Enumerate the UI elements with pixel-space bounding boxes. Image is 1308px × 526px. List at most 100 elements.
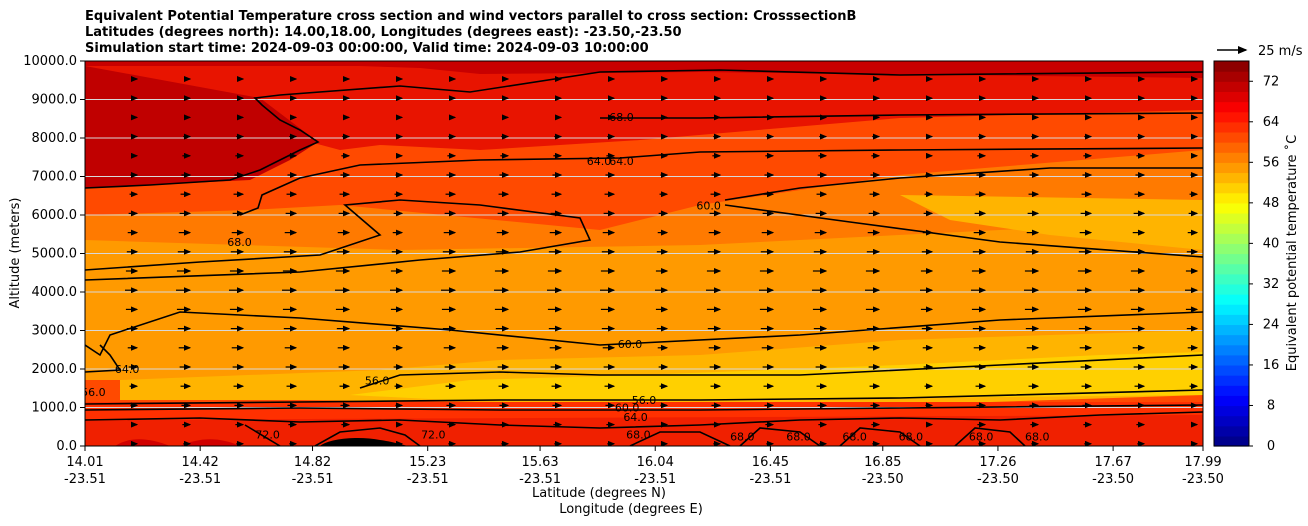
chart-title: Equivalent Potential Temperature cross s… [85,9,857,24]
x-tick-label-lon: -23.51 [64,472,106,487]
colorbar-tick-label: 64 [1263,115,1280,130]
x-tick-label-lon: -23.51 [749,472,791,487]
plot-area: 56.056.060.060.064.068.064.064.068.060.0… [85,61,1203,446]
colorbar-tick-label: 40 [1263,236,1280,251]
contour-label: 64.0 [115,363,140,376]
contour-line [85,404,1203,411]
colorbar-label: Equivalent potential temperature ˚C [1284,135,1300,371]
contour-line [85,69,1203,189]
colorbar-swatch [1214,243,1249,255]
contour-label: 68.0 [969,430,994,443]
contour-label: 56.0 [365,375,390,388]
colorbar-swatch [1214,61,1249,72]
x-tick-label-lon: -23.51 [292,472,334,487]
contour-labels: 56.056.060.060.064.068.064.064.068.060.0… [85,111,1050,444]
contour-line [85,199,592,281]
colorbar-ticks: 0 8 16 24 32 40 48 56 64 72 [1249,74,1279,454]
colorbar-swatch [1214,294,1249,305]
contour-label: 64.0 [623,411,648,424]
field-patch-left [115,439,170,446]
x-tick-label-lat: 15.63 [521,455,558,470]
x-tick-label-lat: 17.26 [979,455,1016,470]
colorbar-swatch [1214,385,1249,396]
x-tick-label-lat: 17.67 [1095,455,1132,470]
x-axis: 14.01 -23.51 14.42 -23.51 14.82 -23.51 15.23 -2… [64,446,1224,487]
colorbar-swatch [1214,182,1249,194]
x-tick-label-lon: -23.51 [519,472,561,487]
y-tick-label: 3000.0 [32,324,78,339]
colorbar-swatch [1214,131,1249,143]
colorbar-swatch [1214,212,1249,224]
colorbar-swatch [1214,101,1249,113]
colorbar-swatch [1214,142,1249,153]
colorbar-tick-label: 32 [1263,277,1280,292]
colorbar-swatch [1214,395,1249,407]
contour-label: 68.0 [227,236,252,249]
quiver-key-label: 25 m/s [1258,44,1303,59]
y-tick-label: 5000.0 [32,247,78,262]
x-tick-label-lat: 15.23 [409,455,446,470]
colorbar-swatch [1214,354,1249,366]
colorbar-swatch [1214,304,1249,315]
contour-line [359,354,1203,389]
colorbar-tick-label: 24 [1263,317,1280,332]
contour-label: 68.0 [730,430,755,443]
contour-line [600,112,1203,119]
x-tick-label-lat: 14.42 [182,455,219,470]
contour-line [85,344,122,373]
contour-label: 68.0 [626,428,651,441]
y-axis-label: Altitude (meters) [8,198,23,309]
contour-label: 56.0 [632,394,657,407]
colorbar-tick-label: 56 [1263,155,1280,170]
x-tick-label-lat: 16.85 [864,455,901,470]
colorbar-swatch [1214,71,1249,82]
x-tick-label-lon: -23.50 [1092,472,1134,487]
contour-line [85,411,1203,429]
contour-label: 68.0 [786,430,811,443]
x-tick-label-lon: -23.51 [634,472,676,487]
colorbar-swatch [1214,263,1249,275]
field-band-upper [85,61,1203,150]
colorbar-swatch [1214,162,1249,174]
contour-line [239,147,1203,216]
colorbar-swatch [1214,192,1249,204]
x-axis-label-lon: Longitude (degrees E) [559,502,703,517]
field-patch-left-2 [180,439,240,446]
x-tick-label-lon: -23.50 [862,472,904,487]
y-tick-label: 7000.0 [32,170,78,185]
colorbar-frame [1213,60,1250,447]
colorbar-swatch [1214,314,1249,326]
colorbar-swatch [1214,283,1249,295]
x-tick-label-lon: -23.51 [179,472,221,487]
x-tick-label-lat: 14.01 [66,455,103,470]
colorbar-swatch [1214,91,1249,103]
contour-line [244,424,1026,446]
field-band-upper-left [85,66,318,188]
colorbar-swatch [1214,375,1249,386]
chart-subtitle-2: Simulation start time: 2024-09-03 00:00:… [85,41,649,56]
y-tick-label: 0.0 [56,439,77,454]
colorbar-swatch [1214,202,1249,214]
colorbar-tick-label: 72 [1263,74,1280,89]
colorbar-swatch [1214,344,1249,356]
y-tick-label: 6000.0 [32,208,78,223]
colorbar-swatch [1214,364,1249,376]
chart-subtitle-1: Latitudes (degrees north): 14.00,18.00, … [85,25,682,40]
x-axis-label-lat: Latitude (degrees N) [532,486,666,501]
y-tick-label: 10000.0 [23,54,77,69]
y-tick-label: 1000.0 [32,401,78,416]
colorbar-swatch [1214,415,1249,427]
colorbar-swatch [1214,425,1249,437]
contour-line [85,311,1203,357]
colorbar-tick-label: 8 [1267,398,1275,413]
y-tick-label: 2000.0 [32,362,78,377]
contour-line [85,389,1203,405]
colorbar-swatch [1214,334,1249,346]
colorbar-tick-label: 48 [1263,196,1280,211]
colorbar-swatch [1214,111,1249,123]
contour-line [724,167,1203,201]
field-band-lower-warm [350,352,1203,400]
contour-label: 60.0 [615,402,640,415]
colorbar-swatch [1214,121,1249,133]
